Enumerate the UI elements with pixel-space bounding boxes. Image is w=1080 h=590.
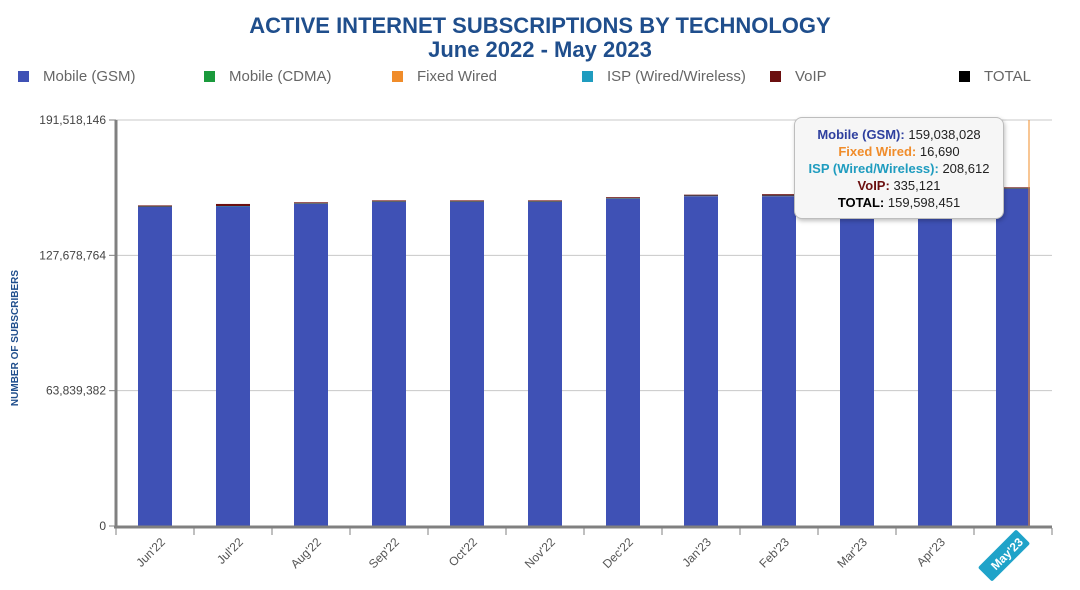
- chart-subtitle: June 2022 - May 2023: [428, 37, 652, 62]
- y-tick-labels: 0 63,839,382 127,678,764 191,518,146: [39, 113, 106, 533]
- tooltip-row-voip: VoIP: 335,121: [795, 177, 1003, 194]
- x-tick-label-group: Mar'23: [834, 535, 870, 571]
- bar-segment-mobile-gsm[interactable]: [762, 196, 796, 526]
- tooltip-row-total: TOTAL: 159,598,451: [795, 194, 1003, 211]
- x-tick-label-group: Feb'23: [756, 535, 792, 571]
- bar-segment-voip[interactable]: [450, 200, 484, 202]
- bar-segment-voip[interactable]: [996, 187, 1030, 189]
- tooltip-row-fixed-wired: Fixed Wired: 16,690: [795, 143, 1003, 160]
- legend-swatch: [582, 71, 593, 82]
- y-tick-label: 0: [99, 519, 106, 533]
- x-tick-label: Nov'22: [522, 535, 558, 571]
- x-tick-label: Mar'23: [834, 535, 870, 571]
- bar-segment-mobile-gsm[interactable]: [216, 206, 250, 527]
- tooltip-label: ISP (Wired/Wireless):: [808, 161, 939, 176]
- x-tick-label-group: Jun'22: [133, 535, 168, 570]
- bar-segment-voip[interactable]: [294, 202, 328, 204]
- bar-segment-mobile-gsm[interactable]: [840, 192, 874, 526]
- legend-swatch: [392, 71, 403, 82]
- x-tick-highlight-badge: [978, 530, 1030, 581]
- x-tick-label: Apr'23: [914, 535, 948, 569]
- tooltip-value: 159,598,451: [887, 195, 961, 210]
- tooltip-value: 208,612: [942, 161, 990, 176]
- bar-segment-mobile-gsm[interactable]: [372, 201, 406, 526]
- x-tick-label-group: Aug'22: [288, 535, 324, 571]
- x-tick-label: Oct'22: [446, 535, 480, 569]
- axes: [109, 119, 1053, 535]
- tooltip-value: 335,121: [893, 178, 941, 193]
- bar-segment-voip[interactable]: [762, 194, 796, 196]
- bar-segment-voip[interactable]: [138, 205, 172, 207]
- legend-item-fixed-wired[interactable]: Fixed Wired: [392, 68, 497, 85]
- x-tick-label-group: Nov'22: [522, 535, 558, 571]
- legend-label: Mobile (CDMA): [229, 68, 332, 85]
- x-tick-label-group: Jul'22: [214, 535, 246, 567]
- legend-label: VoIP: [795, 68, 827, 85]
- legend-item-mobile-cdma[interactable]: Mobile (CDMA): [204, 68, 332, 85]
- legend-swatch: [770, 71, 781, 82]
- legend-swatch: [959, 71, 970, 82]
- bar-segment-mobile-gsm[interactable]: [996, 188, 1030, 526]
- y-tick-label: 127,678,764: [39, 248, 106, 262]
- bar-segment-mobile-gsm[interactable]: [918, 190, 952, 526]
- bar-segment-voip[interactable]: [606, 197, 640, 199]
- x-tick-label-group: May'23: [978, 530, 1030, 581]
- legend-label: TOTAL: [984, 68, 1031, 85]
- x-tick-label-group: Jan'23: [679, 535, 714, 570]
- legend-item-mobile-gsm[interactable]: Mobile (GSM): [18, 68, 136, 85]
- y-axis-title: NUMBER OF SUBSCRIBERS: [10, 270, 21, 406]
- legend-item-voip[interactable]: VoIP: [770, 68, 827, 85]
- tooltip-row-mobile-gsm: Mobile (GSM): 159,038,028: [795, 126, 1003, 143]
- legend-label: Mobile (GSM): [43, 68, 136, 85]
- bar-segment-voip[interactable]: [684, 194, 718, 196]
- bar-segment-voip[interactable]: [528, 200, 562, 202]
- bar-segment-mobile-gsm[interactable]: [606, 198, 640, 526]
- x-tick-label: Jul'22: [214, 535, 246, 567]
- legend-swatch: [204, 71, 215, 82]
- tooltip-row-isp: ISP (Wired/Wireless): 208,612: [795, 160, 1003, 177]
- tooltip-label: TOTAL:: [837, 195, 885, 210]
- legend-item-isp[interactable]: ISP (Wired/Wireless): [582, 68, 746, 85]
- bar-segment-mobile-gsm[interactable]: [294, 203, 328, 526]
- legend-item-total[interactable]: TOTAL: [959, 68, 1031, 85]
- x-tick-label-group: Apr'23: [914, 535, 948, 569]
- chart-title: ACTIVE INTERNET SUBSCRIPTIONS BY TECHNOL…: [249, 13, 831, 38]
- bars: [138, 120, 1030, 527]
- x-tick-label: Jan'23: [679, 535, 714, 570]
- tooltip-label: Mobile (GSM):: [817, 127, 905, 142]
- x-tick-label: Dec'22: [600, 535, 636, 571]
- legend-swatch: [18, 71, 29, 82]
- x-tick-label-group: Oct'22: [446, 535, 480, 569]
- legend-label: ISP (Wired/Wireless): [607, 68, 746, 85]
- bar-segment-voip[interactable]: [216, 203, 250, 207]
- x-tick-label: Feb'23: [756, 535, 792, 571]
- x-tick-label: Aug'22: [288, 535, 324, 571]
- x-tick-label: Jun'22: [133, 535, 168, 570]
- tooltip-value: 159,038,028: [908, 127, 981, 142]
- y-tick-label: 191,518,146: [39, 113, 106, 127]
- bar-segment-voip[interactable]: [372, 200, 406, 202]
- legend-label: Fixed Wired: [417, 68, 498, 85]
- x-tick-labels: Jun'22 Jul'22 Aug'22 Sep'22 Oct'22 Nov'22 Dec'…: [133, 530, 1030, 581]
- tooltip-label: VoIP:: [857, 178, 890, 193]
- data-tooltip: Mobile (GSM): 159,038,028 Fixed Wired: 1…: [794, 117, 1004, 219]
- bar-segment-mobile-gsm[interactable]: [450, 201, 484, 526]
- x-tick-label-group: Dec'22: [600, 535, 636, 571]
- bar-segment-mobile-gsm[interactable]: [684, 196, 718, 526]
- bar-segment-mobile-gsm[interactable]: [138, 206, 172, 526]
- legend: Mobile (GSM) Mobile (CDMA) Fixed Wired I…: [0, 68, 1080, 88]
- y-tick-label: 63,839,382: [46, 384, 106, 398]
- x-tick-label-group: Sep'22: [366, 535, 402, 571]
- x-tick-label: Sep'22: [366, 535, 402, 571]
- tooltip-value: 16,690: [919, 144, 960, 159]
- tooltip-label: Fixed Wired:: [838, 144, 917, 159]
- bar-segment-mobile-gsm[interactable]: [528, 201, 562, 526]
